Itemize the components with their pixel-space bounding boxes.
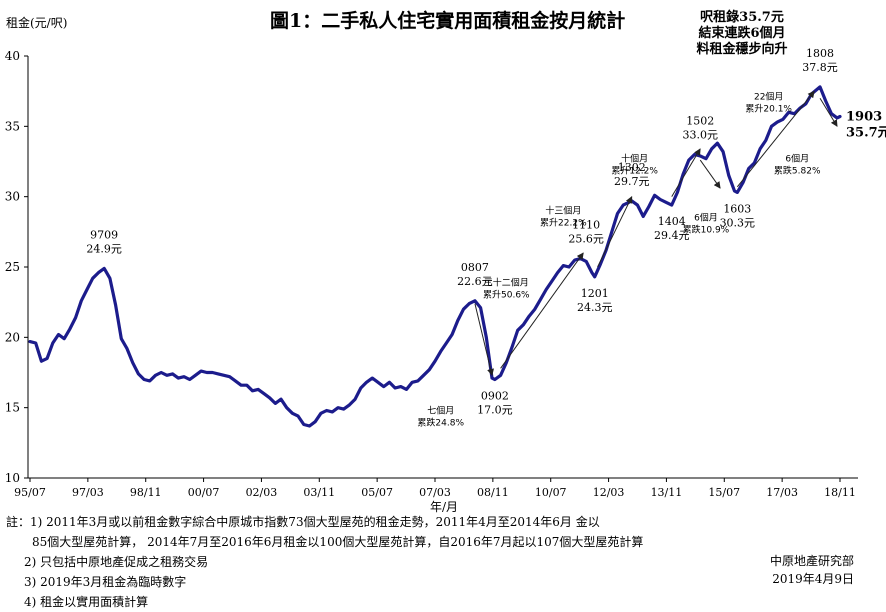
point-annotation: 9709 24.9元 xyxy=(86,228,122,255)
trend-arrow xyxy=(597,196,633,268)
footnote-1-cont: 85個大型屋苑計算， 2014年7月至2016年6月租金以100個大型屋苑計算，… xyxy=(32,535,644,549)
point-annotation: 1903 35.7元 xyxy=(846,109,886,140)
source-date: 2019年4月9日 xyxy=(772,572,854,586)
trend-arrow xyxy=(671,148,701,197)
y-tick-label: 20 xyxy=(5,330,20,344)
x-axis-label: 年/月 xyxy=(430,500,459,514)
footnote-1: 註：1) 2011年3月或以前租金數字綜合中原城市指數73個大型屋苑的租金走勢，… xyxy=(6,515,600,529)
headline-callout: 呎租錄35.7元 結束連跌6個月 料租金穩步向升 xyxy=(672,10,812,58)
x-tick-label: 18/11 xyxy=(824,486,856,499)
x-tick-label: 08/11 xyxy=(477,486,509,499)
y-tick-label: 30 xyxy=(5,190,20,204)
trend-label: 七個月累跌24.8% xyxy=(417,404,464,428)
x-tick-label: 95/07 xyxy=(14,486,46,499)
x-tick-label: 02/03 xyxy=(246,486,278,499)
y-tick-label: 40 xyxy=(5,49,20,63)
chart-title: 圖1：二手私人住宅實用面積租金按月統計 xyxy=(270,10,626,32)
callout-line-1: 呎租錄35.7元 xyxy=(700,10,784,25)
callout-line-2: 結束連跌6個月 xyxy=(698,26,786,41)
footnote-2: 2) 只包括中原地產促成之租務交易 xyxy=(24,555,209,569)
point-annotation: 1201 24.3元 xyxy=(577,287,613,314)
x-tick-label: 12/03 xyxy=(593,486,625,499)
source-block: 中原地產研究部 2019年4月9日 xyxy=(770,552,854,588)
point-annotation: 1502 33.0元 xyxy=(682,114,718,141)
trend-label: 6個月累跌5.82% xyxy=(774,153,821,177)
point-annotation: 1302 29.7元 xyxy=(614,161,650,188)
x-tick-label: 17/03 xyxy=(766,486,798,499)
trend-arrow xyxy=(819,97,838,127)
x-tick-label: 98/11 xyxy=(130,486,162,499)
y-axis-label: 租金(元/呎) xyxy=(6,16,68,30)
x-tick-label: 05/07 xyxy=(361,486,393,499)
y-tick-label: 25 xyxy=(5,260,20,274)
x-tick-label: 10/07 xyxy=(535,486,567,499)
trend-label: 三十二個月累升50.6% xyxy=(483,276,530,300)
x-tick-label: 07/03 xyxy=(419,486,451,499)
trend-arrow xyxy=(500,252,584,369)
x-tick-label: 15/07 xyxy=(708,486,740,499)
trend-arrow xyxy=(699,159,721,189)
y-tick-label: 15 xyxy=(5,401,20,415)
point-annotation: 1808 37.8元 xyxy=(802,47,838,74)
footnote-3: 3) 2019年3月租金為臨時數字 xyxy=(24,575,187,589)
y-tick-label: 10 xyxy=(5,471,20,485)
point-annotation: 0807 22.6元 xyxy=(457,261,493,288)
x-tick-label: 97/03 xyxy=(72,486,104,499)
point-annotation: 1404 29.4元 xyxy=(654,215,690,242)
point-annotation: 0902 17.0元 xyxy=(477,390,513,417)
point-annotation: 1603 30.3元 xyxy=(720,202,756,229)
footnotes: 註：1) 2011年3月或以前租金數字綜合中原城市指數73個大型屋苑的租金走勢，… xyxy=(6,512,643,612)
source-org: 中原地產研究部 xyxy=(769,554,854,568)
trend-label: 6個月累跌10.9% xyxy=(683,212,730,236)
x-tick-label: 00/07 xyxy=(188,486,220,499)
callout-line-3: 料租金穩步向升 xyxy=(696,42,788,57)
trend-label: 22個月累升20.1% xyxy=(745,91,792,115)
trend-arrow xyxy=(474,303,494,376)
x-tick-label: 13/11 xyxy=(651,486,683,499)
rent-series-line xyxy=(28,85,842,428)
trend-arrow xyxy=(736,90,815,188)
footnote-4: 4) 租金以實用面積計算 xyxy=(24,595,149,609)
y-tick-label: 35 xyxy=(5,119,20,133)
trend-label: 十三個月累升22.2% xyxy=(540,205,587,229)
x-tick-label: 03/11 xyxy=(303,486,335,499)
trend-label: 十個月累升12.2% xyxy=(611,153,658,177)
point-annotation: 1110 25.6元 xyxy=(568,219,604,246)
